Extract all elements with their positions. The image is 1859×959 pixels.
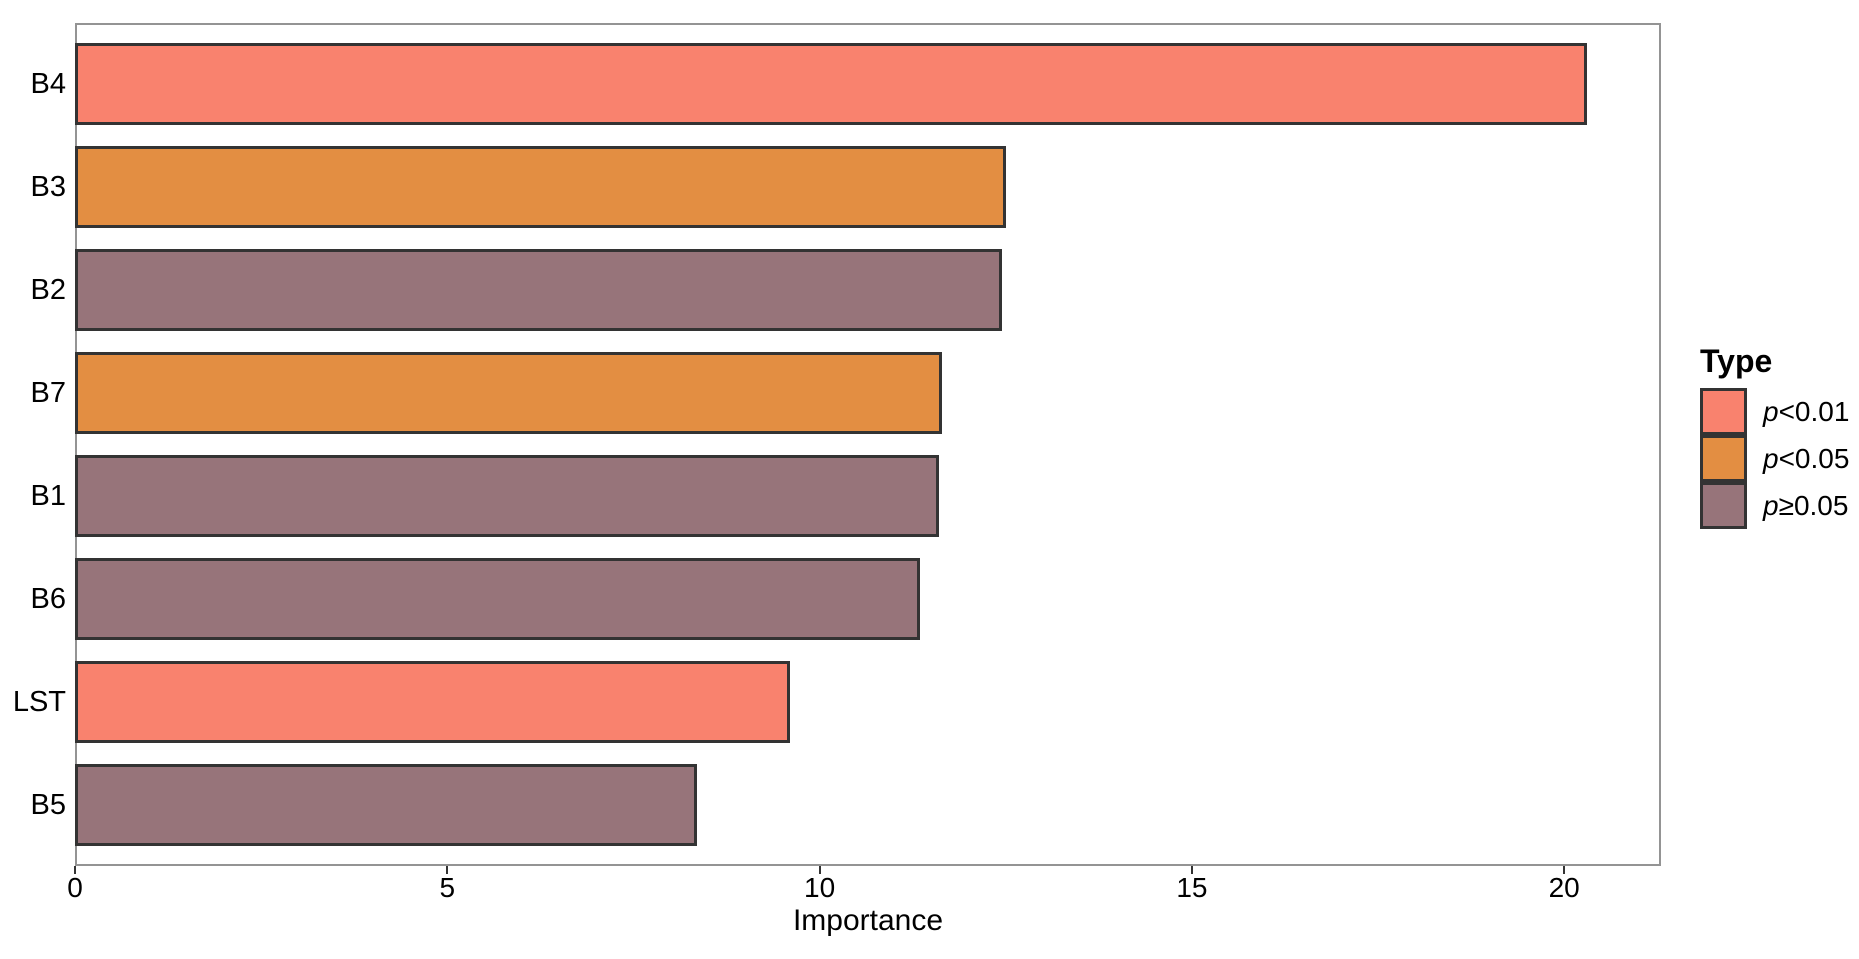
- legend-title: Type: [1700, 343, 1773, 379]
- legend-color-chip: [1700, 482, 1747, 529]
- y-axis-label: B1: [30, 480, 66, 512]
- x-axis-tick-label: 10: [804, 872, 836, 903]
- x-axis-tick-label: 5: [439, 872, 456, 903]
- bar: [75, 146, 1006, 228]
- bar: [75, 43, 1587, 125]
- x-axis-tick: [446, 866, 449, 874]
- x-axis-label: Importance: [792, 904, 944, 937]
- legend-item-label: p<0.05: [1763, 442, 1850, 474]
- bar: [75, 352, 942, 434]
- x-axis-tick-label: 0: [67, 872, 83, 903]
- legend-color-chip: [1700, 388, 1747, 435]
- y-axis-label: B7: [30, 377, 66, 409]
- bar: [75, 455, 939, 537]
- y-axis-label: B6: [30, 583, 66, 615]
- x-axis-tick-label: 20: [1548, 872, 1580, 903]
- x-axis-tick: [1563, 866, 1566, 874]
- x-axis-tick: [818, 866, 821, 874]
- bar: [75, 249, 1002, 331]
- x-axis-tick: [74, 866, 76, 874]
- legend-items: p<0.01 p<0.05 p≥0.05: [1700, 388, 1849, 529]
- x-axis-tick-label: 15: [1176, 872, 1208, 903]
- y-axis-label: B4: [30, 68, 66, 100]
- x-axis-tick: [1190, 866, 1193, 874]
- bar: [75, 661, 790, 743]
- bar: [75, 558, 920, 640]
- legend-item: p<0.05: [1700, 435, 1849, 482]
- legend-item: p<0.01: [1700, 388, 1849, 435]
- legend-item-label: p<0.01: [1763, 395, 1850, 427]
- legend: Type p<0.01 p<0.05 p≥0.05: [1700, 344, 1849, 529]
- y-axis-label: LST: [12, 686, 66, 718]
- y-axis-label: B2: [30, 274, 66, 306]
- y-axis-label: B5: [30, 789, 66, 821]
- legend-color-chip: [1700, 435, 1747, 482]
- y-axis-label: B3: [30, 171, 66, 203]
- bar: [75, 764, 697, 846]
- legend-item: p≥0.05: [1700, 482, 1849, 529]
- legend-item-label: p≥0.05: [1763, 489, 1849, 521]
